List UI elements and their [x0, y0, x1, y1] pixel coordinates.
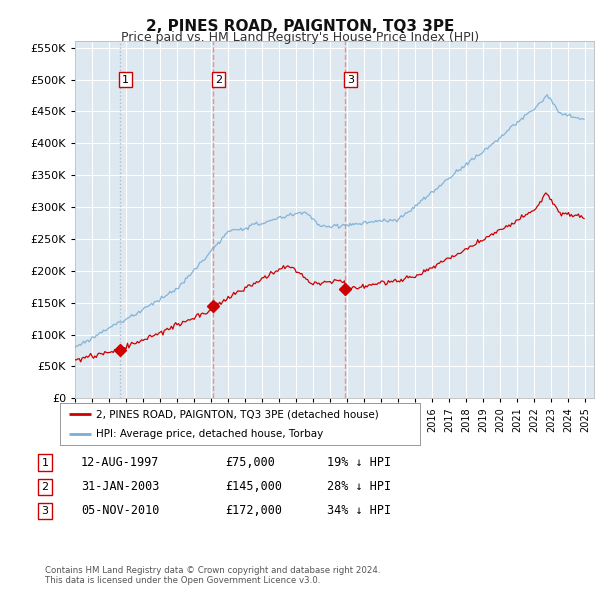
Text: 1: 1: [41, 458, 49, 467]
Text: Contains HM Land Registry data © Crown copyright and database right 2024.: Contains HM Land Registry data © Crown c…: [45, 566, 380, 575]
Text: 2, PINES ROAD, PAIGNTON, TQ3 3PE: 2, PINES ROAD, PAIGNTON, TQ3 3PE: [146, 19, 454, 34]
Text: 31-JAN-2003: 31-JAN-2003: [81, 480, 160, 493]
Text: 2: 2: [41, 482, 49, 491]
Text: 05-NOV-2010: 05-NOV-2010: [81, 504, 160, 517]
Text: 34% ↓ HPI: 34% ↓ HPI: [327, 504, 391, 517]
Text: 12-AUG-1997: 12-AUG-1997: [81, 456, 160, 469]
Text: This data is licensed under the Open Government Licence v3.0.: This data is licensed under the Open Gov…: [45, 576, 320, 585]
Text: 1: 1: [122, 74, 129, 84]
Text: Price paid vs. HM Land Registry's House Price Index (HPI): Price paid vs. HM Land Registry's House …: [121, 31, 479, 44]
Text: 2, PINES ROAD, PAIGNTON, TQ3 3PE (detached house): 2, PINES ROAD, PAIGNTON, TQ3 3PE (detach…: [96, 409, 379, 419]
Text: 3: 3: [41, 506, 49, 516]
Text: £145,000: £145,000: [225, 480, 282, 493]
Text: HPI: Average price, detached house, Torbay: HPI: Average price, detached house, Torb…: [96, 430, 323, 440]
Text: £75,000: £75,000: [225, 456, 275, 469]
Text: 19% ↓ HPI: 19% ↓ HPI: [327, 456, 391, 469]
Text: 3: 3: [347, 74, 354, 84]
Text: £172,000: £172,000: [225, 504, 282, 517]
Text: 2: 2: [215, 74, 222, 84]
Text: 28% ↓ HPI: 28% ↓ HPI: [327, 480, 391, 493]
